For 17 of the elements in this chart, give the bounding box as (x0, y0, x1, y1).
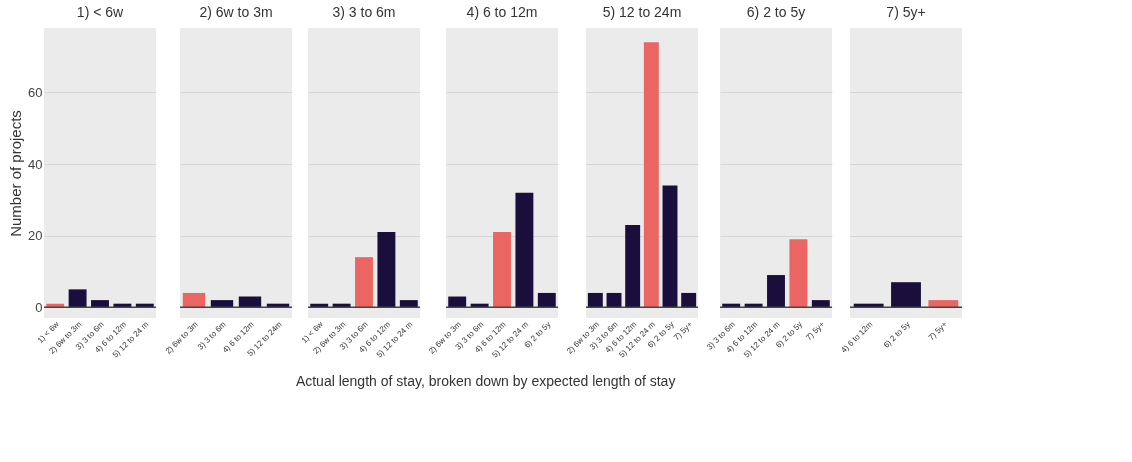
chart-title: 3) 3 to 6m (332, 4, 396, 20)
chart-title: 4) 6 to 12m (466, 4, 538, 20)
chart-title: 6) 2 to 5y (746, 4, 806, 20)
y-axis-title: Number of projects (7, 110, 25, 237)
x-axis-title: Actual length of stay, broken down by expected length of stay (295, 372, 676, 389)
y-tick-label: 60 (28, 84, 43, 100)
x-tick-label: 4) 6 to 12m (839, 319, 875, 355)
x-tick-label: 6) 2 to 5y (881, 319, 912, 350)
chart-title: 7) 5y+ (886, 4, 926, 20)
x-tick-label: 7) 5y+ (926, 319, 950, 343)
y-tick-label: 20 (28, 228, 43, 244)
chart-title: 5) 12 to 24m (602, 4, 682, 20)
y-tick-label: 40 (28, 156, 43, 172)
y-tick-label: 0 (35, 299, 43, 315)
chart-title: 1) < 6w (76, 4, 125, 20)
chart-title: 2) 6w to 3m (199, 4, 273, 20)
x-tick-label: 7) 5y+ (804, 319, 827, 343)
